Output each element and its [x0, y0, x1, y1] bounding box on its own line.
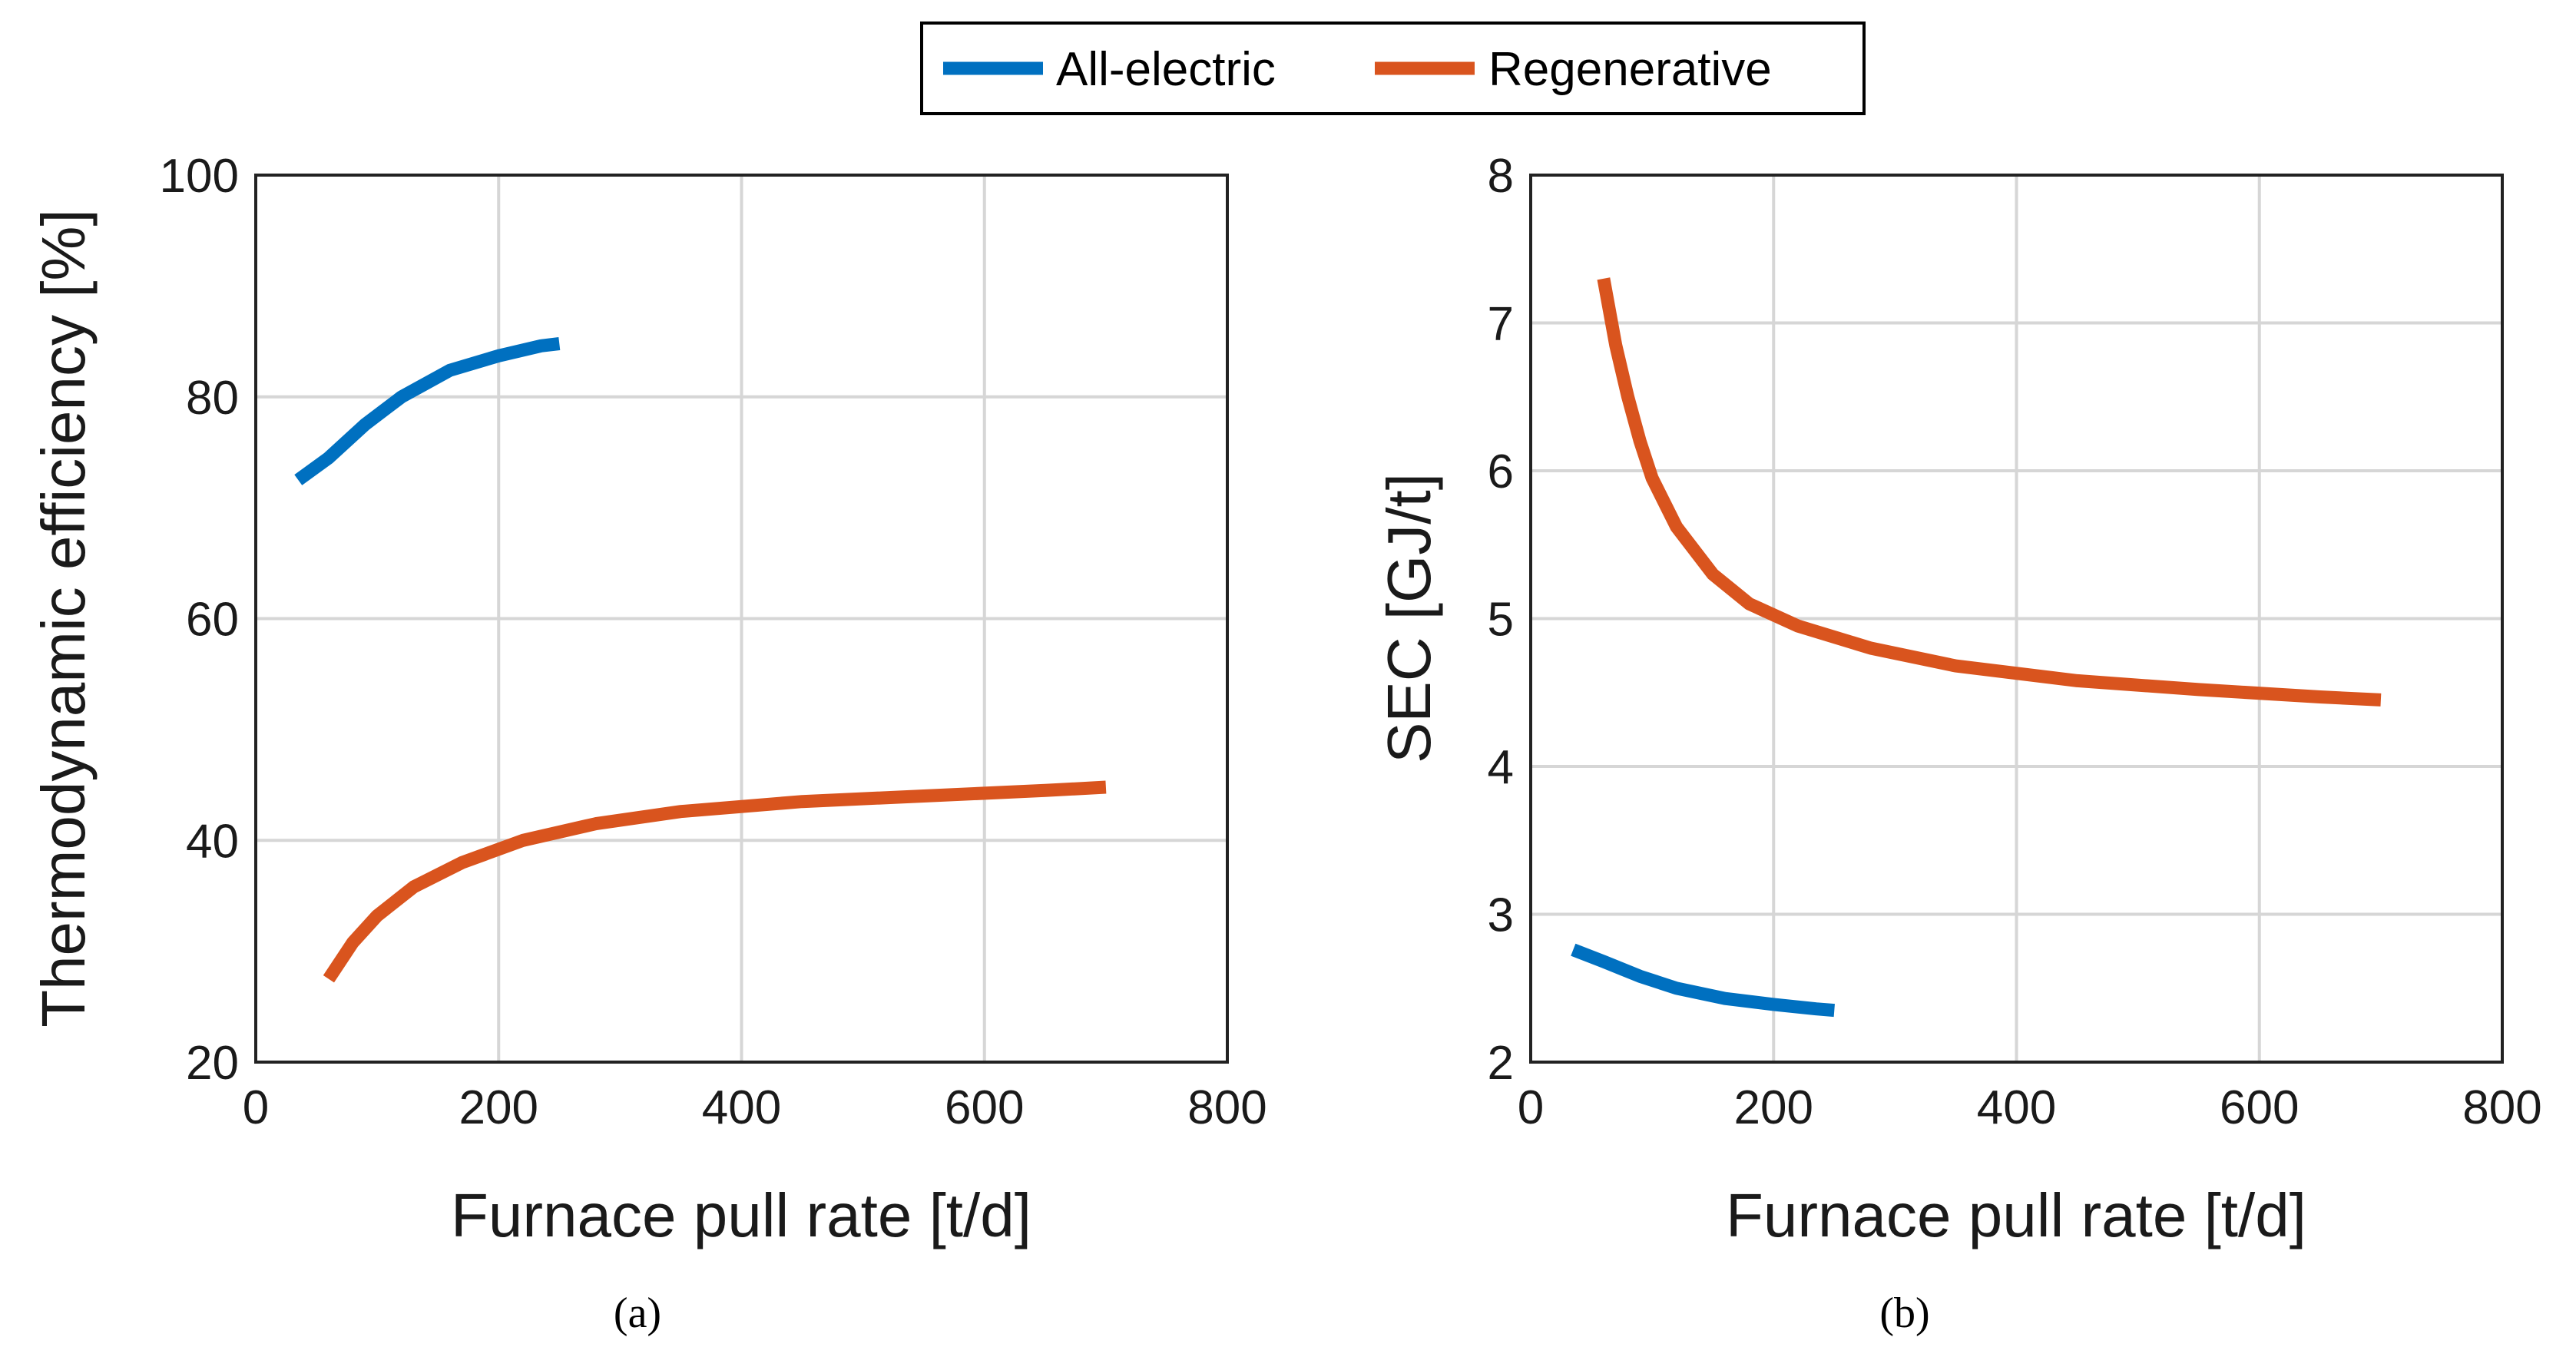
y-tick-label-100: 100 — [160, 150, 239, 203]
y-tick-label-7: 7 — [1488, 298, 1514, 351]
series-line-all-electric — [1571, 943, 1835, 1018]
chart-panel-b: 2 3 4 5 6 7 8 0 200 400 600 800 SEC [GJ/t] Furnace… — [1375, 150, 2542, 1337]
x-tick-label-400: 400 — [1977, 1081, 2056, 1134]
x-tick-label-0: 0 — [243, 1081, 269, 1134]
x-tick-label-800: 800 — [1187, 1081, 1266, 1134]
y-tick-label-6: 6 — [1488, 445, 1514, 498]
chart-panel-a: 20 40 60 80 100 0 200 400 600 800 Thermodynamic … — [29, 150, 1267, 1337]
y-axis-label-b: SEC [GJ/t] — [1375, 473, 1443, 763]
x-tick-label-200: 200 — [1734, 1081, 1813, 1134]
y-tick-label-3: 3 — [1488, 889, 1514, 942]
y-tick-label-60: 60 — [186, 594, 239, 647]
x-tick-label-600: 600 — [945, 1081, 1024, 1134]
x-tick-label-600: 600 — [2220, 1081, 2299, 1134]
series-line-regenerative — [323, 780, 1107, 983]
legend-label-all-electric: All-electric — [1056, 43, 1276, 96]
x-tick-labels-a: 0 200 400 600 800 — [243, 1081, 1267, 1134]
y-axis-label-a: Thermodynamic efficiency [%] — [29, 209, 98, 1028]
y-tick-label-2: 2 — [1488, 1037, 1514, 1090]
y-tick-label-20: 20 — [186, 1037, 239, 1090]
gridlines-b — [1531, 175, 2502, 1062]
series-line-all-electric — [294, 337, 561, 485]
y-tick-label-4: 4 — [1488, 741, 1514, 794]
plot-frame-a — [254, 174, 1229, 1064]
y-tick-labels-a: 20 40 60 80 100 — [160, 150, 239, 1090]
x-axis-label-b: Furnace pull rate [t/d] — [1726, 1181, 2306, 1249]
panel-label-a: (a) — [614, 1289, 661, 1337]
gridlines-a — [256, 175, 1227, 1062]
legend: All-electric Regenerative — [920, 22, 1866, 115]
x-tick-label-200: 200 — [459, 1081, 538, 1134]
y-tick-label-40: 40 — [186, 815, 239, 868]
series-line-regenerative — [1597, 277, 2382, 707]
y-tick-label-8: 8 — [1488, 150, 1514, 203]
series-group-a — [294, 337, 1107, 983]
x-tick-label-400: 400 — [702, 1081, 781, 1134]
y-tick-label-80: 80 — [186, 372, 239, 425]
series-group-b — [1571, 277, 2382, 1018]
x-tick-labels-b: 0 200 400 600 800 — [1518, 1081, 2542, 1134]
y-tick-label-5: 5 — [1488, 594, 1514, 647]
legend-label-regenerative: Regenerative — [1488, 43, 1772, 96]
panel-label-b: (b) — [1879, 1289, 1929, 1337]
plot-frame-b — [1529, 174, 2504, 1064]
y-tick-labels-b: 2 3 4 5 6 7 8 — [1488, 150, 1514, 1090]
x-axis-label-a: Furnace pull rate [t/d] — [451, 1181, 1031, 1249]
x-tick-label-800: 800 — [2462, 1081, 2541, 1134]
x-tick-label-0: 0 — [1518, 1081, 1544, 1134]
